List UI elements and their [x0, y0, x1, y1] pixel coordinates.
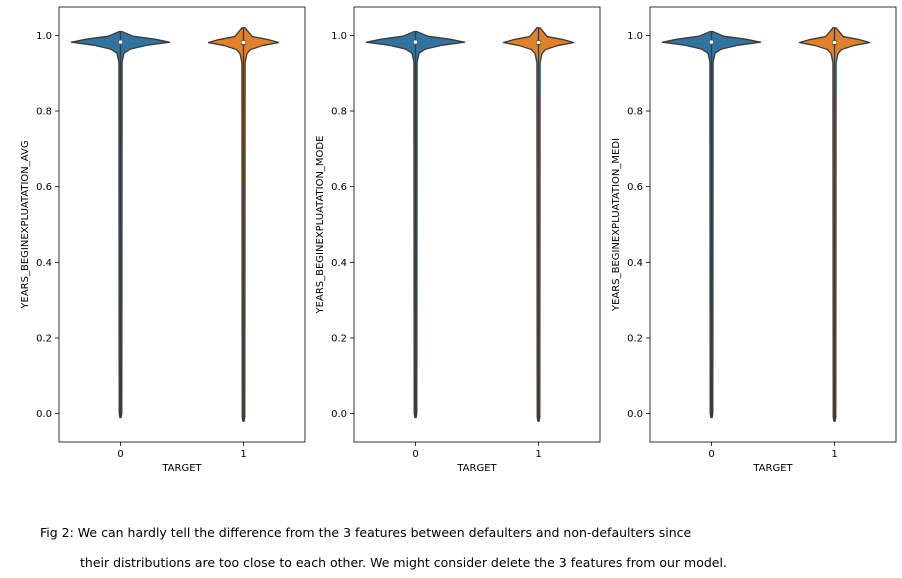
x-tick-label: 0 — [412, 449, 418, 460]
y-tick-label: 1.0 — [627, 31, 643, 42]
y-tick-label: 1.0 — [331, 31, 347, 42]
chart-panel-3: 0.0 0.2 0.4 0.6 0.8 1.0 0 1 TARGET YEARS_BEGINEXP… — [611, 6, 897, 474]
y-axis-label: YEARS_BEGINEXPLUATATION_MEDI — [611, 138, 622, 312]
y-tick-label: 0.2 — [627, 333, 643, 344]
x-tick-label: 0 — [117, 449, 123, 460]
y-tick-label: 0.0 — [627, 409, 643, 420]
y-tick-label: 0.4 — [36, 258, 52, 269]
plot-frame — [649, 6, 897, 443]
y-tick-label: 0.0 — [36, 409, 52, 420]
y-tick-label: 0.4 — [331, 258, 347, 269]
figure-caption: Fig 2: We can hardly tell the difference… — [40, 518, 890, 578]
y-axis-label: YEARS_BEGINEXPLUATATION_MODE — [315, 136, 326, 315]
y-tick-label: 0.6 — [627, 182, 643, 193]
y-tick-label: 0.8 — [627, 107, 643, 118]
y-tick-label: 0.2 — [36, 333, 52, 344]
y-axis-label: YEARS_BEGINEXPLUATATION_AVG — [20, 140, 31, 309]
y-tick-label: 0.2 — [331, 333, 347, 344]
chart-panel-1: 0.0 0.2 0.4 0.6 0.8 1.0 0 1 TARGET YEARS_BEGINEXP… — [20, 6, 306, 474]
y-tick-label: 0.6 — [36, 182, 52, 193]
x-tick-label: 1 — [240, 449, 246, 460]
x-axis-label: TARGET — [456, 463, 497, 474]
median-target-0 — [118, 40, 123, 44]
caption-line-2: their distributions are too close to eac… — [80, 555, 727, 570]
median-target-0 — [413, 40, 418, 44]
median-target-1 — [536, 40, 541, 45]
y-tick-label: 0.4 — [627, 258, 643, 269]
caption-line-1: Fig 2: We can hardly tell the difference… — [40, 525, 692, 540]
plot-frame — [353, 6, 601, 443]
median-target-1 — [241, 40, 246, 45]
y-tick-label: 0.8 — [36, 107, 52, 118]
violin-chart-grid: 0.0 0.2 0.4 0.6 0.8 1.0 0 1 TARGET YEARS_BEGINEXP… — [20, 6, 897, 474]
x-axis-label: TARGET — [752, 463, 793, 474]
y-tick-label: 0.6 — [331, 182, 347, 193]
y-tick-label: 0.0 — [331, 409, 347, 420]
chart-panel-2: 0.0 0.2 0.4 0.6 0.8 1.0 0 1 TARGET YEARS_BEGINEXP… — [315, 6, 601, 474]
y-tick-label: 0.8 — [331, 107, 347, 118]
x-tick-label: 0 — [708, 449, 714, 460]
median-target-0 — [709, 40, 714, 44]
x-tick-label: 1 — [831, 449, 837, 460]
x-axis-label: TARGET — [161, 463, 202, 474]
median-target-1 — [832, 40, 837, 45]
x-tick-label: 1 — [535, 449, 541, 460]
plot-frame — [58, 6, 306, 443]
y-tick-label: 1.0 — [36, 31, 52, 42]
